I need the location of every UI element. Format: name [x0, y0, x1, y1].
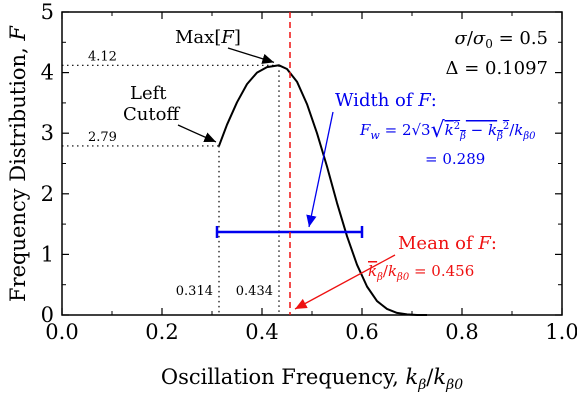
left-cutoff-label-1: Left — [130, 83, 167, 104]
x-tick-label-4: 0.8 — [445, 320, 478, 344]
guide-lines — [62, 64, 280, 315]
mean-title: Mean of F: — [398, 233, 497, 254]
x-tick-label-5: 1.0 — [545, 320, 577, 344]
width-value: = 0.289 — [425, 150, 485, 168]
cutoff-y-value-label: 2.79 — [88, 130, 117, 145]
series-group — [218, 64, 427, 316]
max-x-value-label: 0.434 — [236, 284, 273, 299]
max-label: Max[F] — [175, 27, 241, 48]
left-cutoff-label-2: Cutoff — [123, 104, 180, 125]
left-cutoff-arrow — [177, 124, 217, 143]
width-formula: Fw = 2√3√k2β − kβ2/kβ0 — [359, 118, 536, 143]
param-sigma: σ/σ0 = 0.5 — [455, 28, 548, 51]
y-axis-label: Frequency Distribution, F — [6, 25, 30, 302]
cutoff-x-value-label: 0.314 — [176, 284, 213, 299]
x-tick-label-0: 0.0 — [45, 320, 78, 344]
max-arrow — [227, 47, 275, 64]
x-tick-label-2: 0.4 — [245, 320, 278, 344]
y-tick-label-1: 1 — [41, 242, 54, 266]
x-tick-label-3: 0.6 — [345, 320, 378, 344]
y-tick-label-0: 0 — [41, 303, 54, 327]
x-axis-label: Oscillation Frequency, kβ/kβ0 — [161, 365, 463, 393]
y-tick-label-3: 3 — [41, 121, 54, 145]
width-bar-group — [215, 225, 364, 238]
mean-arrow — [294, 254, 396, 310]
series-line-0 — [218, 64, 427, 316]
y-tick-label-2: 2 — [41, 182, 54, 206]
x-tick-label-1: 0.2 — [145, 320, 178, 344]
y-tick-label-4: 4 — [41, 61, 54, 85]
width-title: Width of F: — [335, 90, 437, 111]
mean-formula: kβ/kβ0 = 0.456 — [368, 262, 474, 283]
param-delta: Δ = 0.1097 — [445, 58, 548, 79]
x-ticks: 0.0 0.2 0.4 0.6 0.8 1.0 — [45, 12, 577, 344]
width-arrow — [306, 111, 334, 228]
y-ticks: 0 1 2 3 4 5 — [41, 0, 562, 327]
y-tick-label-5: 5 — [41, 0, 54, 24]
max-y-value-label: 4.12 — [88, 49, 117, 64]
